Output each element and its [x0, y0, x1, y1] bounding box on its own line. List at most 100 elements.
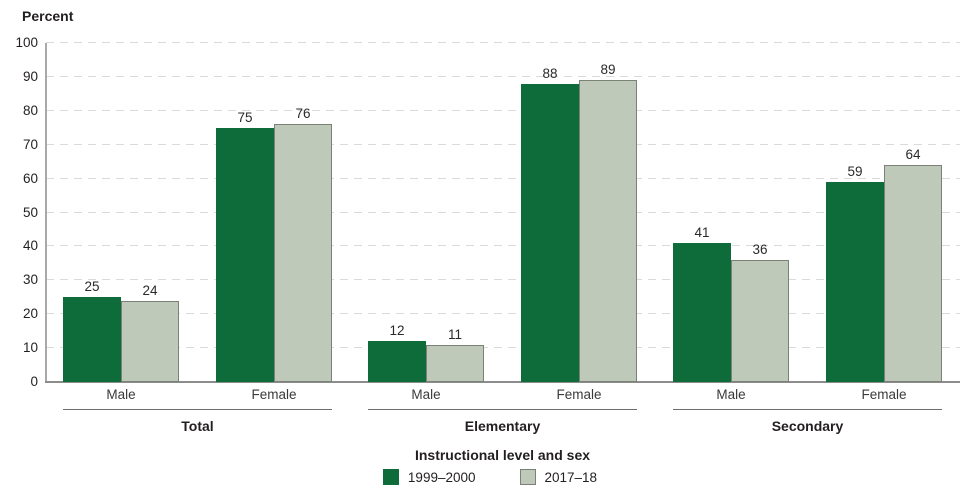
bar-value-label: 36: [752, 241, 768, 257]
bar-wrap: 75: [216, 110, 274, 382]
group-total: 25 24 75 76: [45, 43, 350, 382]
bar-wrap: 89: [579, 62, 637, 382]
bar-wrap: 88: [521, 66, 579, 382]
gridline: [46, 347, 960, 349]
group-secondary: 41 36 59 64: [655, 43, 960, 382]
gridline: [46, 42, 960, 43]
bar-wrap: 41: [673, 225, 731, 382]
y-tick-label: 60: [22, 170, 38, 186]
bar-value-label: 89: [600, 62, 616, 78]
bar-value-label: 25: [84, 279, 100, 295]
bar-wrap: 76: [274, 106, 332, 382]
bar-value-label: 12: [389, 323, 405, 339]
bar-wrap: 12: [368, 323, 426, 382]
legend-item-2: 2017–18: [519, 469, 598, 485]
group-label: Secondary: [771, 418, 844, 434]
bar-series-2: [731, 259, 789, 382]
bar-value-label: 76: [295, 106, 311, 122]
bar-series-2: [884, 165, 942, 382]
y-tick-label: 10: [22, 340, 38, 356]
bar-wrap: 25: [63, 279, 121, 382]
group-label: Total: [181, 418, 214, 434]
bar-value-label: 75: [237, 109, 253, 125]
gridline: [46, 143, 960, 145]
category-label: Female: [556, 387, 602, 402]
legend-swatch-icon: [382, 469, 399, 485]
group-divider: [368, 409, 637, 410]
y-tick-label: 90: [22, 68, 38, 84]
bar-value-label: 41: [694, 225, 710, 241]
y-tick-label: 20: [22, 306, 38, 322]
gridline: [46, 313, 960, 315]
bar-series-1: [826, 182, 884, 382]
legend: 1999–2000 2017–18: [0, 469, 980, 485]
bar-wrap: 59: [826, 164, 884, 382]
category-label: Female: [251, 387, 297, 402]
category-label: Female: [861, 387, 907, 402]
group-divider: [63, 409, 332, 410]
axis-group-elementary: Male Female Elementary: [350, 387, 655, 434]
group-label: Elementary: [464, 418, 541, 434]
gridline: [46, 279, 960, 281]
y-tick-label: 50: [22, 204, 38, 220]
bar-pair-female: 59 64: [826, 147, 942, 382]
bar-groups: 25 24 75 76 12 11 88 89 41 36 59 64: [45, 43, 960, 382]
bar-wrap: 24: [121, 283, 179, 382]
group-divider: [673, 409, 942, 410]
bar-series-1: [673, 243, 731, 382]
category-label-row: Male Female: [673, 387, 942, 402]
bar-series-2: [579, 80, 637, 382]
x-axis-line: [45, 381, 960, 383]
bar-series-1: [368, 341, 426, 382]
bar-pair-female: 75 76: [216, 106, 332, 382]
y-axis-title: Percent: [22, 8, 74, 24]
category-label-row: Male Female: [368, 387, 637, 402]
legend-label: 1999–2000: [407, 469, 476, 485]
y-tick-label: 70: [22, 136, 38, 152]
y-axis-tick-labels: 0 10 20 30 40 50 60 70 80 90 100: [0, 35, 38, 389]
y-tick-label: 0: [30, 374, 38, 389]
category-label: Male: [106, 387, 136, 402]
bar-value-label: 24: [142, 282, 158, 298]
x-axis-labels: Male Female Total Male Female Elementary Male F…: [45, 387, 960, 434]
legend-swatch-icon: [519, 469, 536, 485]
bar-series-1: [63, 297, 121, 382]
bar-value-label: 88: [542, 65, 558, 81]
bar-series-2: [426, 344, 484, 382]
x-axis-title: Instructional level and sex: [414, 447, 591, 463]
bar-series-2: [121, 300, 179, 382]
y-axis-line: [45, 43, 47, 382]
bar-value-label: 59: [847, 164, 863, 179]
bar-wrap: 64: [884, 147, 942, 382]
y-tick-label: 100: [15, 35, 38, 50]
gridline: [46, 177, 960, 179]
axis-group-total: Male Female Total: [45, 387, 350, 434]
bar-pair-male: 12 11: [368, 323, 484, 382]
y-tick-label: 40: [22, 238, 38, 254]
y-tick-label: 30: [22, 272, 38, 288]
category-label: Male: [411, 387, 441, 402]
gridline: [46, 109, 960, 111]
axis-group-secondary: Male Female Secondary: [655, 387, 960, 434]
gridline: [46, 245, 960, 247]
legend-label: 2017–18: [544, 469, 598, 485]
bar-pair-male: 41 36: [673, 225, 789, 382]
bar-wrap: 11: [426, 327, 484, 382]
bar-pair-female: 88 89: [521, 62, 637, 382]
y-tick-label: 80: [22, 102, 38, 118]
bar-value-label: 64: [905, 147, 921, 163]
category-label: Male: [716, 387, 746, 402]
gridline: [46, 211, 960, 213]
bar-series-1: [521, 83, 579, 382]
bar-pair-male: 25 24: [63, 279, 179, 382]
legend-item-1: 1999–2000: [382, 469, 476, 485]
category-label-row: Male Female: [63, 387, 332, 402]
plot-area: 25 24 75 76 12 11 88 89 41 36 59 64: [45, 42, 960, 383]
group-elementary: 12 11 88 89: [350, 43, 655, 382]
bar-series-2: [274, 124, 332, 382]
bar-series-1: [216, 127, 274, 382]
bar-value-label: 11: [447, 326, 462, 342]
gridline: [46, 75, 960, 77]
bar-wrap: 36: [731, 242, 789, 382]
